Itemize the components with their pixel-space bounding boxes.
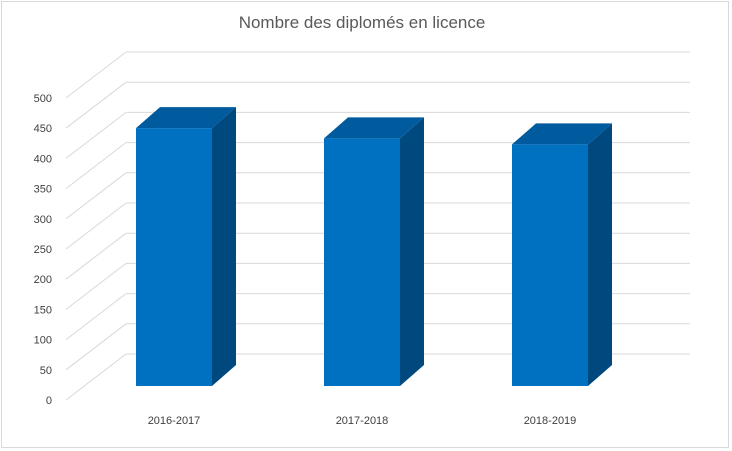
gridline-side [65,232,127,280]
y-tick-label: 100 [34,335,52,347]
y-axis: 0 50 100 150 200 250 300 350 400 450 500 [34,93,52,407]
gridline-side [65,51,127,99]
bar-front [136,128,212,386]
x-tick-label: 2018-2019 [524,415,577,427]
gridline-side [65,202,127,250]
y-tick-label: 450 [34,123,52,135]
bar-front [512,144,588,386]
gridline-side [65,293,127,340]
y-tick-label: 0 [46,395,52,407]
y-tick-label: 150 [34,304,52,316]
gridline-side [65,263,127,310]
x-tick-label: 2016-2017 [148,415,201,427]
bar-side [588,123,612,386]
bar-top [512,123,612,145]
y-tick-label: 250 [34,244,52,256]
bar-top [324,117,424,139]
bar-2017-2018 [324,117,424,386]
gridline-side [65,81,127,129]
bar-2016-2017 [136,107,236,387]
gridline-side [65,323,127,371]
chart-title: Nombre des diplomés en licence [239,13,486,32]
y-tick-label: 50 [40,365,52,377]
x-tick-label: 2017-2018 [336,415,389,427]
y-tick-label: 500 [34,93,52,105]
gridline-side [65,112,127,159]
y-tick-label: 400 [34,153,52,165]
bar-top [136,107,236,129]
bar-front [324,138,400,386]
bar-side [212,107,236,387]
y-tick-label: 300 [34,214,52,226]
bar-2018-2019 [512,123,612,386]
gridline-side [65,142,127,189]
gridline-side [65,172,127,220]
gridline-side [65,353,127,401]
bar-side [400,117,424,386]
y-tick-label: 350 [34,184,52,196]
y-tick-label: 200 [34,274,52,286]
x-axis: 2016-2017 2017-2018 2018-2019 [148,415,577,427]
bars [136,107,612,387]
